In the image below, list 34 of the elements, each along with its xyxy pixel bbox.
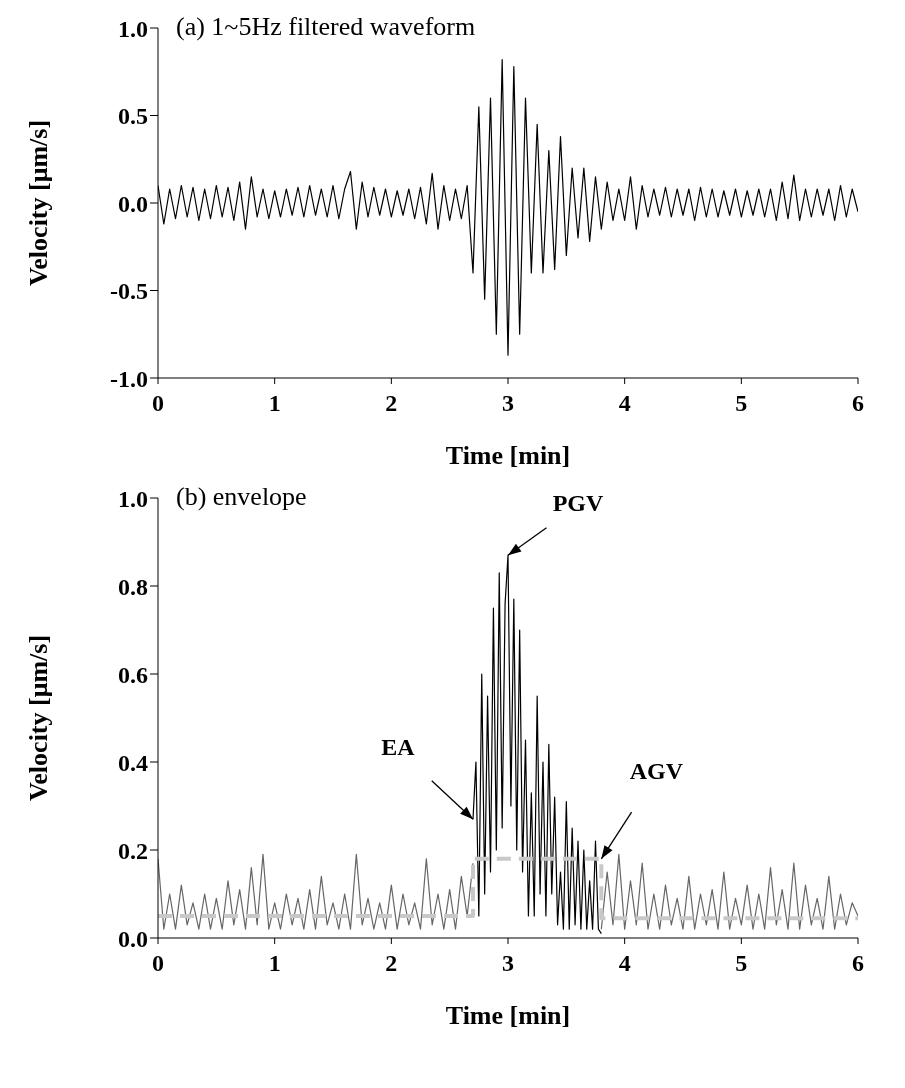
y-tick-label: 0.8 <box>118 573 148 600</box>
y-tick-label: 1.0 <box>118 485 148 512</box>
y-tick-label: 0.0 <box>118 190 148 217</box>
annotation: AGV <box>629 758 684 785</box>
x-tick-label: 0 <box>152 950 164 977</box>
x-tick-label: 5 <box>735 390 748 417</box>
y-tick-label: -1.0 <box>110 365 148 392</box>
annotation: EA <box>381 733 416 760</box>
x-tick-label: 1 <box>268 390 281 417</box>
x-tick-label: 1 <box>268 950 281 977</box>
x-tick-label: 3 <box>502 390 514 417</box>
annotation: PGV <box>552 489 604 516</box>
y-tick-label: 1.0 <box>118 15 148 42</box>
x-tick-label: 0 <box>152 390 164 417</box>
x-tick-label: 4 <box>618 950 631 977</box>
chart-title: (b) envelope <box>176 482 307 512</box>
x-tick-label: 2 <box>385 950 398 977</box>
y-axis-title: Velocity [μm/s] <box>24 119 54 287</box>
chart-title: (a) 1~5Hz filtered waveform <box>176 12 476 42</box>
y-tick-label: 0.5 <box>118 103 148 130</box>
y-tick-label: 0.0 <box>118 925 148 952</box>
y-axis-title: Velocity [μm/s] <box>24 634 54 802</box>
x-axis-title: Time [min] <box>445 1001 571 1030</box>
x-tick-label: 4 <box>618 390 631 417</box>
x-tick-label: 3 <box>502 950 514 977</box>
x-tick-label: 2 <box>385 390 398 417</box>
x-tick-label: 6 <box>852 390 864 417</box>
x-axis-title: Time [min] <box>445 441 571 470</box>
y-tick-label: 0.4 <box>118 749 148 776</box>
y-tick-label: -0.5 <box>110 278 148 305</box>
y-tick-label: 0.6 <box>118 661 148 688</box>
y-tick-label: 0.2 <box>118 837 148 864</box>
x-tick-label: 5 <box>735 950 748 977</box>
x-tick-label: 6 <box>852 950 864 977</box>
